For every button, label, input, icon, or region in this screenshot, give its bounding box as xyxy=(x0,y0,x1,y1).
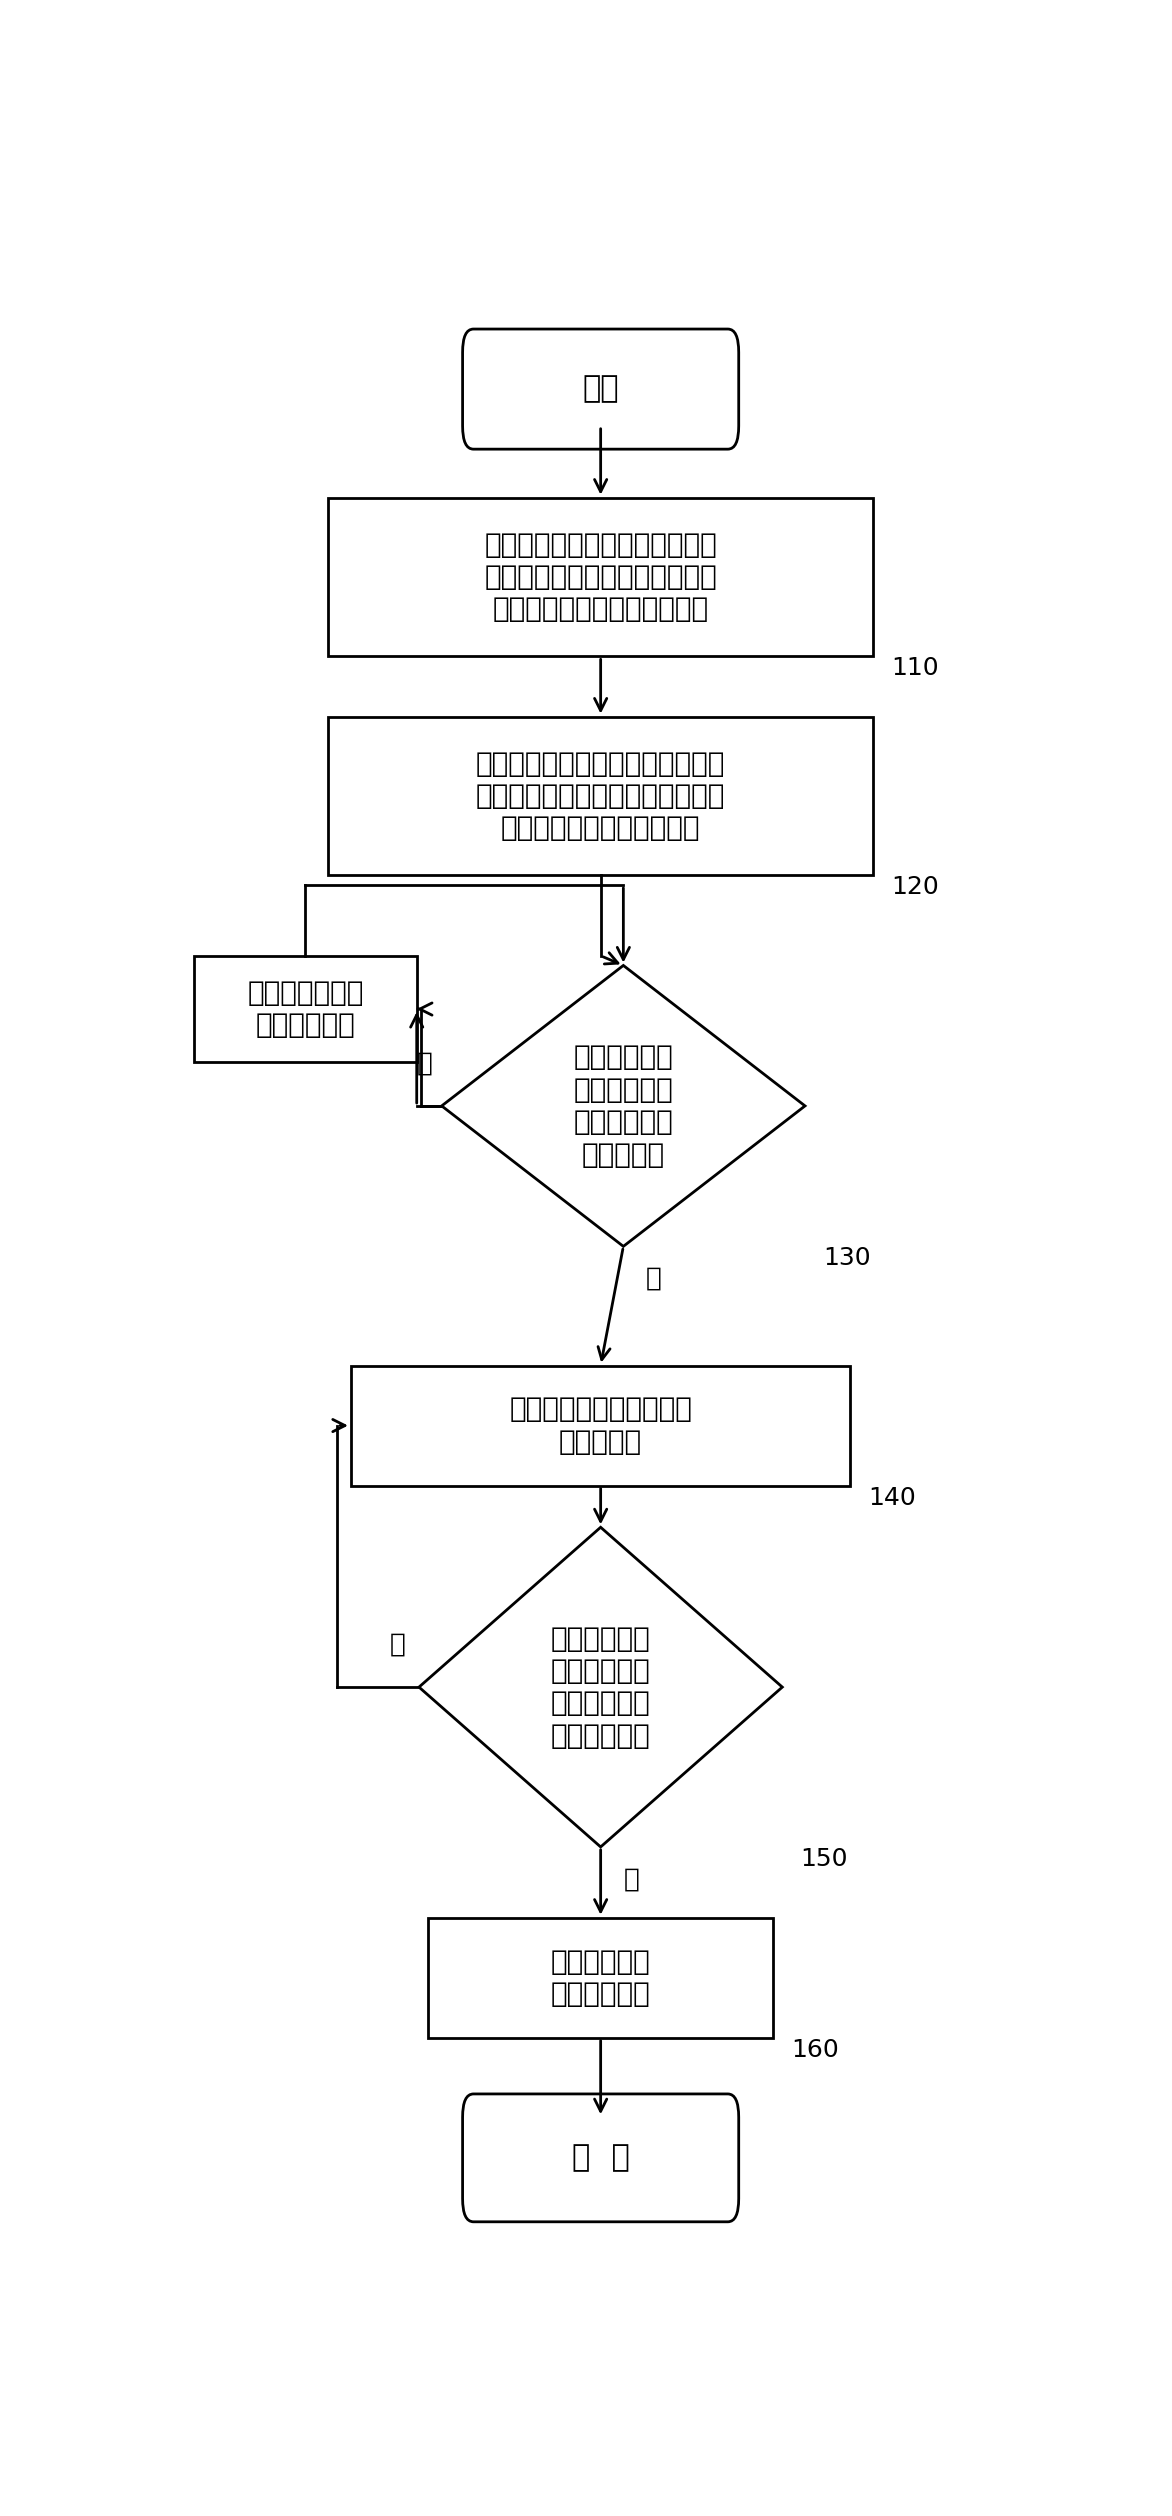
FancyBboxPatch shape xyxy=(463,330,738,450)
Bar xyxy=(428,1917,774,2038)
Polygon shape xyxy=(420,1527,783,1847)
Bar xyxy=(328,717,873,876)
Text: 否: 否 xyxy=(389,1633,406,1658)
Text: 结  束: 结 束 xyxy=(572,2144,629,2171)
Polygon shape xyxy=(442,966,805,1245)
Text: 否: 否 xyxy=(417,1052,432,1077)
Text: 150: 150 xyxy=(800,1847,849,1872)
Text: 开启投料机的投料单元投放饲料，
同时获取盛料斗１内饲料被投放时
盛料斗１内实时的空间高度: 开启投料机的投料单元投放饲料， 同时获取盛料斗１内饲料被投放时 盛料斗１内实时的… xyxy=(476,750,725,843)
Text: 持续获取下一时
刻的空间高度: 持续获取下一时 刻的空间高度 xyxy=(247,979,363,1039)
Bar xyxy=(195,956,417,1062)
Bar xyxy=(328,498,873,657)
Text: 160: 160 xyxy=(791,2038,839,2061)
Text: 120: 120 xyxy=(892,876,939,898)
Text: 130: 130 xyxy=(823,1245,871,1271)
Bar xyxy=(350,1366,851,1484)
Text: 是: 是 xyxy=(646,1266,662,1291)
Text: 获取所述盛料斗１内饲料的表面
５与所述投料控制装置的距离传
感器２之间的初始的空间高度: 获取所述盛料斗１内饲料的表面 ５与所述投料控制装置的距离传 感器２之间的初始的空… xyxy=(484,531,717,624)
Text: 是: 是 xyxy=(624,1867,639,1892)
FancyBboxPatch shape xyxy=(463,2093,738,2222)
Text: 判断实时的空
间高度ａ是否
大于预设高度
于预设高度: 判断实时的空 间高度ａ是否 大于预设高度 于预设高度 xyxy=(573,1044,673,1167)
Text: 判断空间高度
在预设时长内
的变化量是否
小于预设变化: 判断空间高度 在预设时长内 的变化量是否 小于预设变化 xyxy=(551,1625,650,1749)
Text: 110: 110 xyxy=(892,657,939,679)
Text: 140: 140 xyxy=(868,1484,917,1510)
Text: 获取空间高度在预设时长
内的变化量: 获取空间高度在预设时长 内的变化量 xyxy=(509,1396,693,1457)
Text: 开始: 开始 xyxy=(582,375,619,403)
Text: 发送待检修信
号给远程设备: 发送待检修信 号给远程设备 xyxy=(551,1947,650,2008)
